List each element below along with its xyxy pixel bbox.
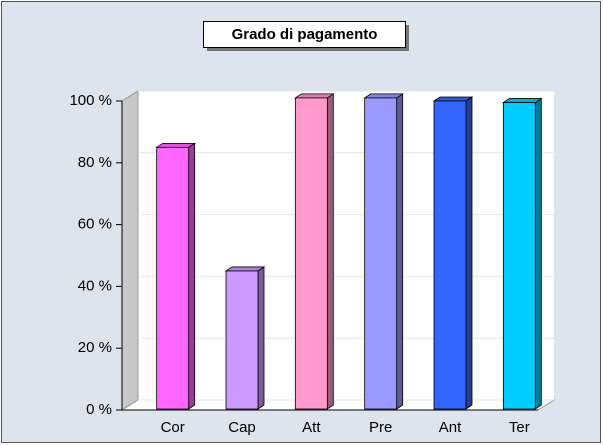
title-box bbox=[203, 21, 406, 48]
y-tick-label: 40 % bbox=[78, 277, 112, 294]
bar-side bbox=[396, 93, 404, 410]
y-tick-label: 100 % bbox=[69, 92, 112, 109]
x-tick-label: Ant bbox=[439, 419, 462, 436]
bar-top bbox=[155, 142, 196, 148]
bar-top bbox=[432, 96, 474, 102]
bar-side bbox=[326, 93, 334, 410]
x-tick-label: Pre bbox=[369, 419, 392, 436]
x-tick-label: Cap bbox=[228, 419, 256, 436]
x-tick-label: Cor bbox=[161, 419, 185, 436]
bar bbox=[433, 100, 467, 410]
bar-top bbox=[294, 93, 335, 99]
bar bbox=[364, 97, 398, 410]
bar-top bbox=[224, 266, 266, 272]
bar bbox=[294, 97, 328, 410]
left-wall bbox=[121, 90, 139, 411]
chart-title: Grado di pagamento bbox=[232, 26, 378, 43]
y-tick-label: 60 % bbox=[78, 216, 112, 233]
bar-side bbox=[257, 266, 265, 410]
bar-top bbox=[363, 93, 404, 99]
bar bbox=[502, 102, 536, 410]
bar-side bbox=[188, 142, 196, 410]
bar bbox=[225, 270, 259, 410]
y-tick-label: 20 % bbox=[78, 339, 112, 356]
y-tick-label: 80 % bbox=[78, 154, 112, 171]
bar-side bbox=[465, 96, 473, 410]
bar-side bbox=[534, 97, 542, 410]
x-tick-label: Ter bbox=[509, 419, 530, 436]
back-wall bbox=[138, 91, 554, 400]
bar bbox=[156, 146, 190, 410]
bar-top bbox=[502, 98, 543, 103]
y-tick-label: 0 % bbox=[86, 401, 112, 418]
x-tick-label: Att bbox=[302, 419, 321, 436]
